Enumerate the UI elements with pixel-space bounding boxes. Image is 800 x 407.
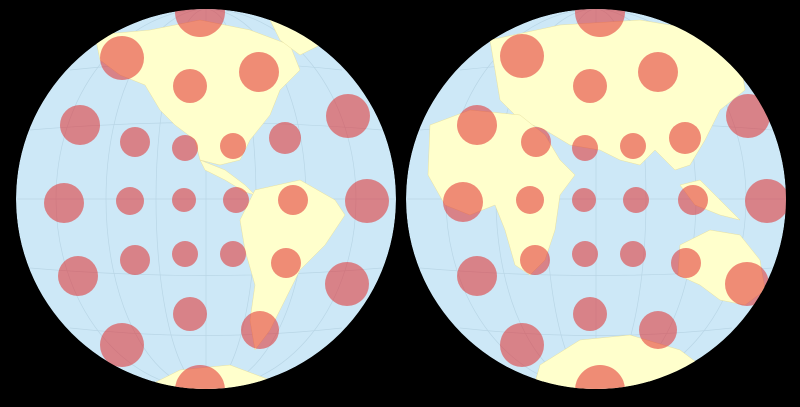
tissot-indicatrices [575, 9, 625, 37]
tissot-indicatrices [572, 135, 598, 161]
tissot-indicatrices [443, 182, 483, 222]
tissot-indicatrices [623, 187, 649, 213]
tissot-indicatrices [116, 187, 144, 215]
tissot-indicatrices [671, 248, 701, 278]
tissot-indicatrices [745, 179, 786, 223]
tissot-indicatrices [521, 127, 551, 157]
tissot-indicatrices [173, 69, 207, 103]
tissot-indicatrices [271, 248, 301, 278]
tissot-indicatrices [726, 94, 770, 138]
tissot-indicatrices [44, 9, 389, 389]
tissot-indicatrices [172, 241, 198, 267]
tissot-indicatrices [100, 323, 144, 367]
tissot-indicatrices [500, 34, 544, 78]
tissot-indicatrices [241, 311, 279, 349]
tissot-indicatrices [175, 9, 225, 37]
tissot-indicatrices [269, 122, 301, 154]
tissot-indicatrices [678, 185, 708, 215]
eastern-hemisphere [406, 9, 786, 389]
tissot-indicatrices [120, 245, 150, 275]
tissot-indicatrices [457, 105, 497, 145]
tissot-indicatrices [516, 186, 544, 214]
tissot-indicatrices [172, 135, 198, 161]
tissot-indicatrices [669, 122, 701, 154]
tissot-indicatrices [173, 297, 207, 331]
tissot-indicatrices [58, 256, 98, 296]
tissot-indicatrices [725, 262, 769, 306]
tissot-indicatrices [639, 311, 677, 349]
tissot-indicatrices [500, 323, 544, 367]
tissot-indicatrices [325, 262, 369, 306]
tissot-indicatrices [120, 127, 150, 157]
tissot-indicatrices [220, 133, 246, 159]
tissot-indicatrices [44, 183, 84, 223]
tissot-indicatrices [457, 256, 497, 296]
tissot-indicatrices [172, 188, 196, 212]
tissot-indicatrices [638, 52, 678, 92]
tissot-indicatrices [278, 185, 308, 215]
tissot-indicatrices [620, 133, 646, 159]
tissot-indicatrices [572, 241, 598, 267]
tissot-indicatrices [520, 245, 550, 275]
tissot-indicatrices [220, 241, 246, 267]
tissot-indicatrices [573, 69, 607, 103]
tissot-indicatrices [345, 179, 389, 223]
western-hemisphere [16, 9, 396, 389]
tissot-indicatrices [620, 241, 646, 267]
tissot-indicatrices [60, 105, 100, 145]
tissot-indicatrices [100, 36, 144, 80]
tissot-indicatrices [239, 52, 279, 92]
tissot-indicatrices [326, 94, 370, 138]
tissot-indicatrices [223, 187, 249, 213]
tissot-indicatrices [575, 365, 625, 389]
tissot-indicatrices [573, 297, 607, 331]
tissot-indicatrices [572, 188, 596, 212]
tissot-indicatrices [443, 9, 786, 389]
central-america [199, 159, 256, 196]
tissot-indicatrices [175, 365, 225, 389]
